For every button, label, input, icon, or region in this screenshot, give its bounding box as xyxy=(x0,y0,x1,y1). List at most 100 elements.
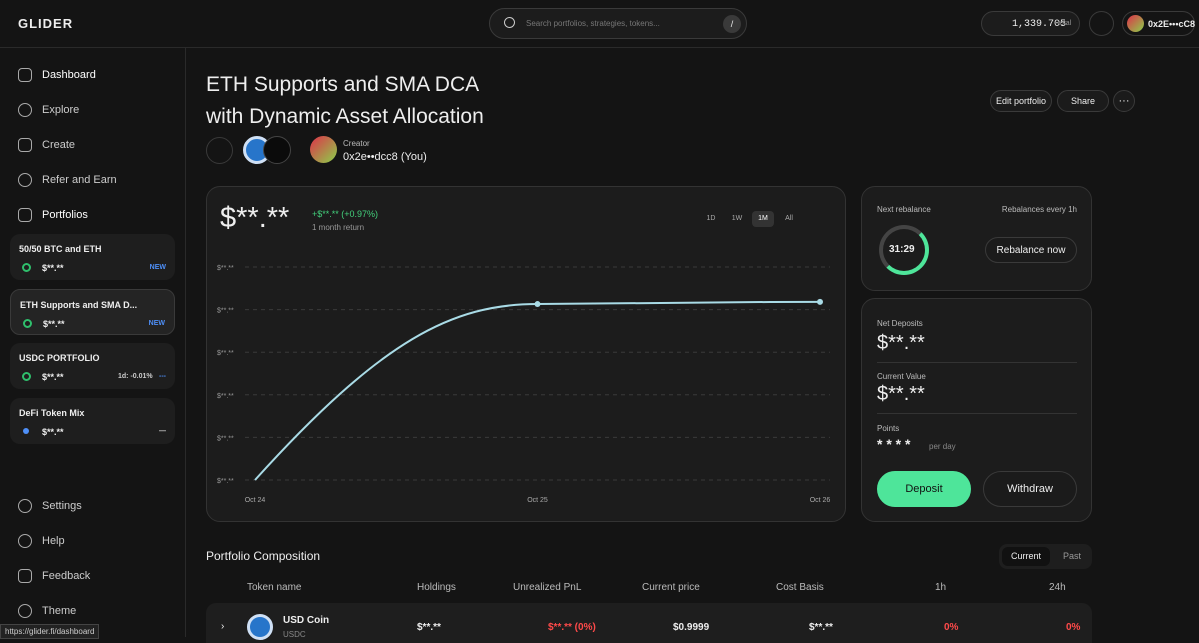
token-icon xyxy=(247,614,273,640)
eth-icon xyxy=(263,136,291,164)
portfolio-name: 50/50 BTC and ETH xyxy=(19,244,102,254)
column-header[interactable]: 24h xyxy=(1049,582,1066,593)
token-name: USD Coin xyxy=(283,615,330,626)
holdings: $**.** xyxy=(417,622,441,633)
y-tick-label: $**.** xyxy=(217,435,234,442)
column-header[interactable]: 1h xyxy=(935,582,947,593)
stat-unit: per day xyxy=(929,442,956,451)
deposit-button[interactable]: Deposit xyxy=(877,471,971,507)
top-bar xyxy=(0,0,1199,48)
creator-avatar xyxy=(310,136,337,163)
x-tick-label: Oct 25 xyxy=(527,497,548,504)
timer-ring xyxy=(879,225,929,275)
stat-label: Current Value xyxy=(877,372,926,381)
portfolio-badge: NEW xyxy=(149,264,166,271)
nav-label: Portfolios xyxy=(42,209,88,221)
return-period: 1 month return xyxy=(312,223,365,232)
portfolio-badge: --- xyxy=(159,373,166,380)
expand-icon[interactable]: › xyxy=(221,621,225,632)
stat-label: Points xyxy=(877,424,900,433)
y-tick-label: $**.** xyxy=(217,393,234,400)
portfolio-card[interactable]: USDC PORTFOLIO $**.** 1d: -0.01% --- xyxy=(10,343,175,389)
point xyxy=(534,301,541,308)
point xyxy=(817,298,823,305)
column-header[interactable]: Holdings xyxy=(417,582,456,593)
notifications[interactable] xyxy=(1089,11,1114,36)
y-tick-label: $**.** xyxy=(217,265,234,272)
y-tick-label: $**.** xyxy=(217,350,234,357)
points-pill[interactable]: 1,339.705 total xyxy=(981,11,1080,36)
nav-item[interactable]: Dashboard xyxy=(18,68,96,82)
nav-item[interactable]: Create xyxy=(18,138,75,152)
search-box[interactable]: Search portfolios, strategies, tokens...… xyxy=(489,8,747,39)
x-tick-label: Oct 24 xyxy=(245,497,266,504)
stat-value: $**.** xyxy=(877,332,925,354)
rebalance-label: Next rebalance xyxy=(877,205,931,214)
nav-label: Help xyxy=(42,535,65,547)
portfolio-name: ETH Supports and SMA D... xyxy=(20,300,138,310)
portfolio-title: with Dynamic Asset Allocation xyxy=(206,105,484,128)
y-tick-label: $**.** xyxy=(217,478,234,485)
column-header[interactable]: Current price xyxy=(642,582,700,593)
rebalance-button[interactable]: Rebalance now xyxy=(985,237,1077,263)
nav-item[interactable]: Settings xyxy=(18,499,82,513)
rebalance-card: Next rebalance Rebalances every 1h 31:29… xyxy=(861,186,1092,291)
account-address: 0x2E•••cC8 xyxy=(1148,19,1195,29)
portfolio-name: DeFi Token Mix xyxy=(19,408,85,418)
nav-item[interactable]: Help xyxy=(18,534,65,548)
chart-card xyxy=(206,186,846,522)
column-header[interactable]: Unrealized PnL xyxy=(513,582,582,593)
search-key: / xyxy=(723,15,741,33)
pnl: $**.** (0%) xyxy=(548,622,596,633)
table-row[interactable] xyxy=(206,603,1092,643)
x-tick-label: Oct 26 xyxy=(810,497,831,504)
nav-item[interactable]: Theme xyxy=(18,604,76,618)
stats-card: Net Deposits $**.** Current Value $**.**… xyxy=(861,298,1092,522)
nav-item[interactable]: Refer and Earn xyxy=(18,173,117,187)
edit-button[interactable]: Edit portfolio xyxy=(990,90,1052,112)
portfolio-value: $**.** xyxy=(43,319,65,329)
points-unit: total xyxy=(1058,20,1072,27)
tab[interactable]: Current xyxy=(1002,547,1050,566)
range-button[interactable]: 1M xyxy=(752,211,774,227)
nav-item[interactable]: Explore xyxy=(18,103,79,117)
y-tick-label: $**.** xyxy=(217,308,234,315)
tab[interactable]: Past xyxy=(1062,551,1081,561)
stat-label: Net Deposits xyxy=(877,319,923,328)
portfolio-badge: — xyxy=(159,428,166,435)
nav-item[interactable]: Feedback xyxy=(18,569,90,583)
rebalance-frequency: Rebalances every 1h xyxy=(1001,205,1077,214)
creator-label: Creator xyxy=(343,139,370,148)
portfolio-value: $**.** xyxy=(42,372,64,382)
range-button[interactable]: 1D xyxy=(706,215,716,222)
nav-item[interactable]: Portfolios xyxy=(18,208,88,222)
vault-icon[interactable] xyxy=(206,137,233,164)
nav-label: Feedback xyxy=(42,570,91,582)
range-button[interactable]: 1W xyxy=(731,215,743,222)
logo[interactable]: GLIDER xyxy=(18,16,74,31)
nav-label: Dashboard xyxy=(42,69,96,81)
portfolio-card[interactable]: DeFi Token Mix $**.** — xyxy=(10,398,175,444)
more-button[interactable]: ··· xyxy=(1113,90,1135,112)
portfolio-badge: NEW xyxy=(148,320,165,327)
portfolio-change: 1d: -0.01% xyxy=(118,373,153,380)
tabs: Current Past xyxy=(999,544,1092,569)
change-24h: 0% xyxy=(1066,622,1081,633)
column-header[interactable]: Token name xyxy=(247,582,302,593)
price: $0.9999 xyxy=(673,622,710,633)
portfolio-card[interactable]: 50/50 BTC and ETH $**.** NEW xyxy=(10,234,175,280)
sidebar-divider xyxy=(185,48,186,637)
search-placeholder: Search portfolios, strategies, tokens... xyxy=(526,19,660,28)
column-header[interactable]: Cost Basis xyxy=(776,582,824,593)
share-button[interactable]: Share xyxy=(1057,90,1109,112)
portfolio-name: USDC PORTFOLIO xyxy=(19,353,100,363)
points-total: 1,339.705 xyxy=(1012,19,1067,30)
creator-name: 0x2e••dcc8 (You) xyxy=(343,151,427,163)
range-button[interactable]: All xyxy=(785,215,793,222)
withdraw-button[interactable]: Withdraw xyxy=(983,471,1077,507)
account[interactable]: 0x2E•••cC8 xyxy=(1122,11,1195,36)
portfolio-card[interactable]: ETH Supports and SMA D... $**.** NEW xyxy=(10,289,175,335)
portfolio-value: $**.** xyxy=(220,202,290,234)
